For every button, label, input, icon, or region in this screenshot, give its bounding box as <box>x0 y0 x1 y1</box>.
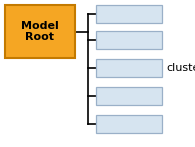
Text: clusters: clusters <box>166 63 195 73</box>
Bar <box>96 87 162 105</box>
Text: Model
Root: Model Root <box>21 21 59 42</box>
Bar <box>5 5 75 58</box>
Bar <box>96 5 162 23</box>
Bar <box>96 115 162 133</box>
Bar <box>96 31 162 49</box>
Bar <box>96 59 162 77</box>
